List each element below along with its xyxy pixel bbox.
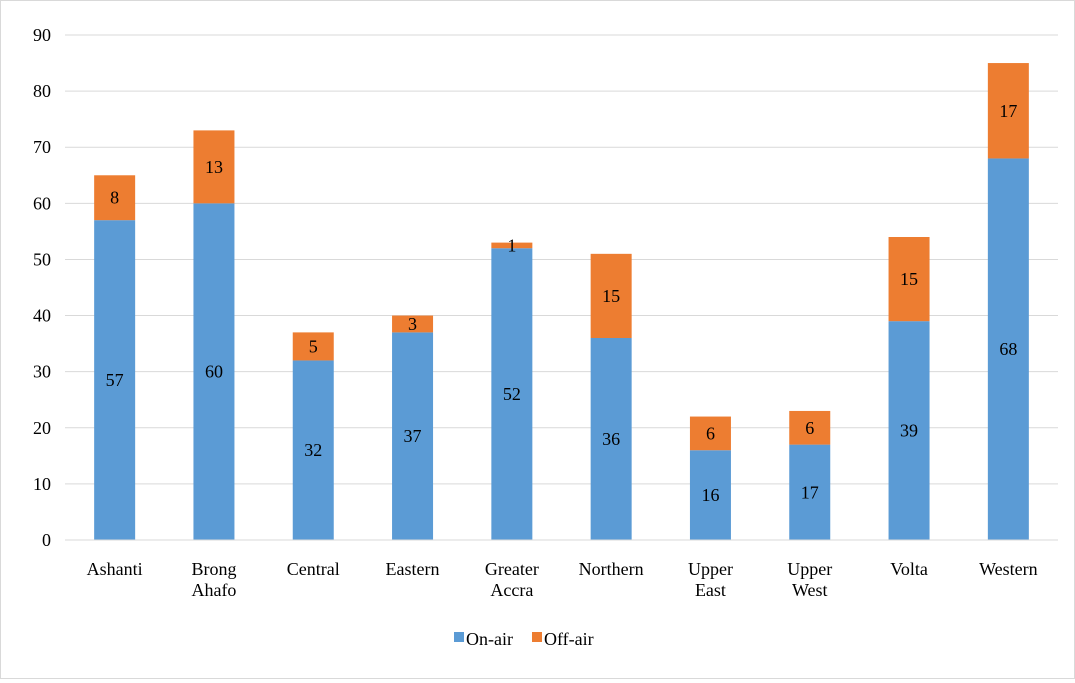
data-label-on-air-7: 17 <box>801 482 819 502</box>
y-tick-label-40: 40 <box>33 306 51 326</box>
bar-off-air-3 <box>392 315 434 333</box>
data-label-off-air-8: 15 <box>900 269 918 289</box>
y-tick-label-10: 10 <box>33 474 51 494</box>
bar-off-air-9 <box>987 63 1029 159</box>
bar-on-air-8 <box>888 321 930 540</box>
y-tick-label-20: 20 <box>33 418 51 438</box>
bar-off-air-0 <box>94 175 136 221</box>
data-label-on-air-4: 52 <box>503 384 521 404</box>
bar-off-air-7 <box>789 410 831 445</box>
legend-swatch-off-air <box>532 632 542 642</box>
category-label-9: Western <box>979 559 1038 579</box>
data-label-on-air-8: 39 <box>900 421 918 441</box>
bar-on-air-2 <box>292 360 334 540</box>
y-tick-label-90: 90 <box>33 25 51 45</box>
category-label-6: Upper East <box>688 559 733 600</box>
data-label-off-air-0: 8 <box>110 188 119 208</box>
data-label-on-air-5: 36 <box>602 429 620 449</box>
bar-on-air-1 <box>193 203 235 541</box>
category-label-3: Eastern <box>386 559 440 579</box>
y-tick-label-30: 30 <box>33 362 51 382</box>
data-label-off-air-5: 15 <box>602 286 620 306</box>
axes: 0 10 20 30 40 50 60 70 80 90 Ashanti Brong Ahafo Cent… <box>33 25 1058 600</box>
bar-on-air-9 <box>987 158 1029 540</box>
bar-on-air-0 <box>94 220 136 540</box>
y-tick-label-50: 50 <box>33 249 51 269</box>
data-label-off-air-9: 17 <box>999 101 1017 121</box>
y-tick-label-60: 60 <box>33 193 51 213</box>
y-tick-label-80: 80 <box>33 81 51 101</box>
category-label-8: Volta <box>890 559 928 579</box>
category-label-4: Greater Accra <box>485 559 539 600</box>
bar-on-air-4 <box>491 248 533 540</box>
data-label-on-air-2: 32 <box>304 440 322 460</box>
legend-label-off-air: Off-air <box>544 629 594 649</box>
data-label-off-air-2: 5 <box>309 336 318 356</box>
data-label-off-air-1: 13 <box>205 157 223 177</box>
data-label-on-air-9: 68 <box>999 339 1017 359</box>
legend-label-on-air: On-air <box>466 629 513 649</box>
data-label-on-air-0: 57 <box>106 370 124 390</box>
bar-on-air-7 <box>789 444 831 540</box>
category-label-7: Upper West <box>787 559 832 600</box>
data-label-on-air-3: 37 <box>404 426 422 446</box>
y-tick-label-70: 70 <box>33 137 51 157</box>
bar-off-air-4 <box>491 242 533 249</box>
bar-off-air-2 <box>292 332 334 361</box>
legend: On-air Off-air <box>454 629 594 649</box>
y-tick-label-0: 0 <box>42 530 51 550</box>
data-label-on-air-6: 16 <box>701 485 719 505</box>
bar-on-air-6 <box>689 450 731 540</box>
bar-off-air-8 <box>888 237 930 322</box>
data-label-off-air-6: 6 <box>706 423 715 443</box>
data-labels: 57 8 60 13 32 5 37 3 52 1 36 15 16 6 17 6 39 15 68 17 <box>106 101 1018 505</box>
data-label-off-air-3: 3 <box>408 314 417 334</box>
data-label-on-air-1: 60 <box>205 362 223 382</box>
data-label-off-air-4: 1 <box>507 235 516 255</box>
legend-swatch-on-air <box>454 632 464 642</box>
bar-off-air-5 <box>590 253 632 338</box>
category-label-2: Central <box>287 559 340 579</box>
category-label-0: Ashanti <box>87 559 143 579</box>
category-label-1: Brong Ahafo <box>191 559 236 600</box>
bar-on-air-3 <box>392 332 434 540</box>
bar-on-air-5 <box>590 338 632 540</box>
bar-off-air-1 <box>193 130 235 204</box>
data-label-off-air-7: 6 <box>805 418 814 438</box>
category-label-5: Northern <box>579 559 644 579</box>
bar-off-air-6 <box>689 416 731 451</box>
bars <box>94 63 1029 541</box>
